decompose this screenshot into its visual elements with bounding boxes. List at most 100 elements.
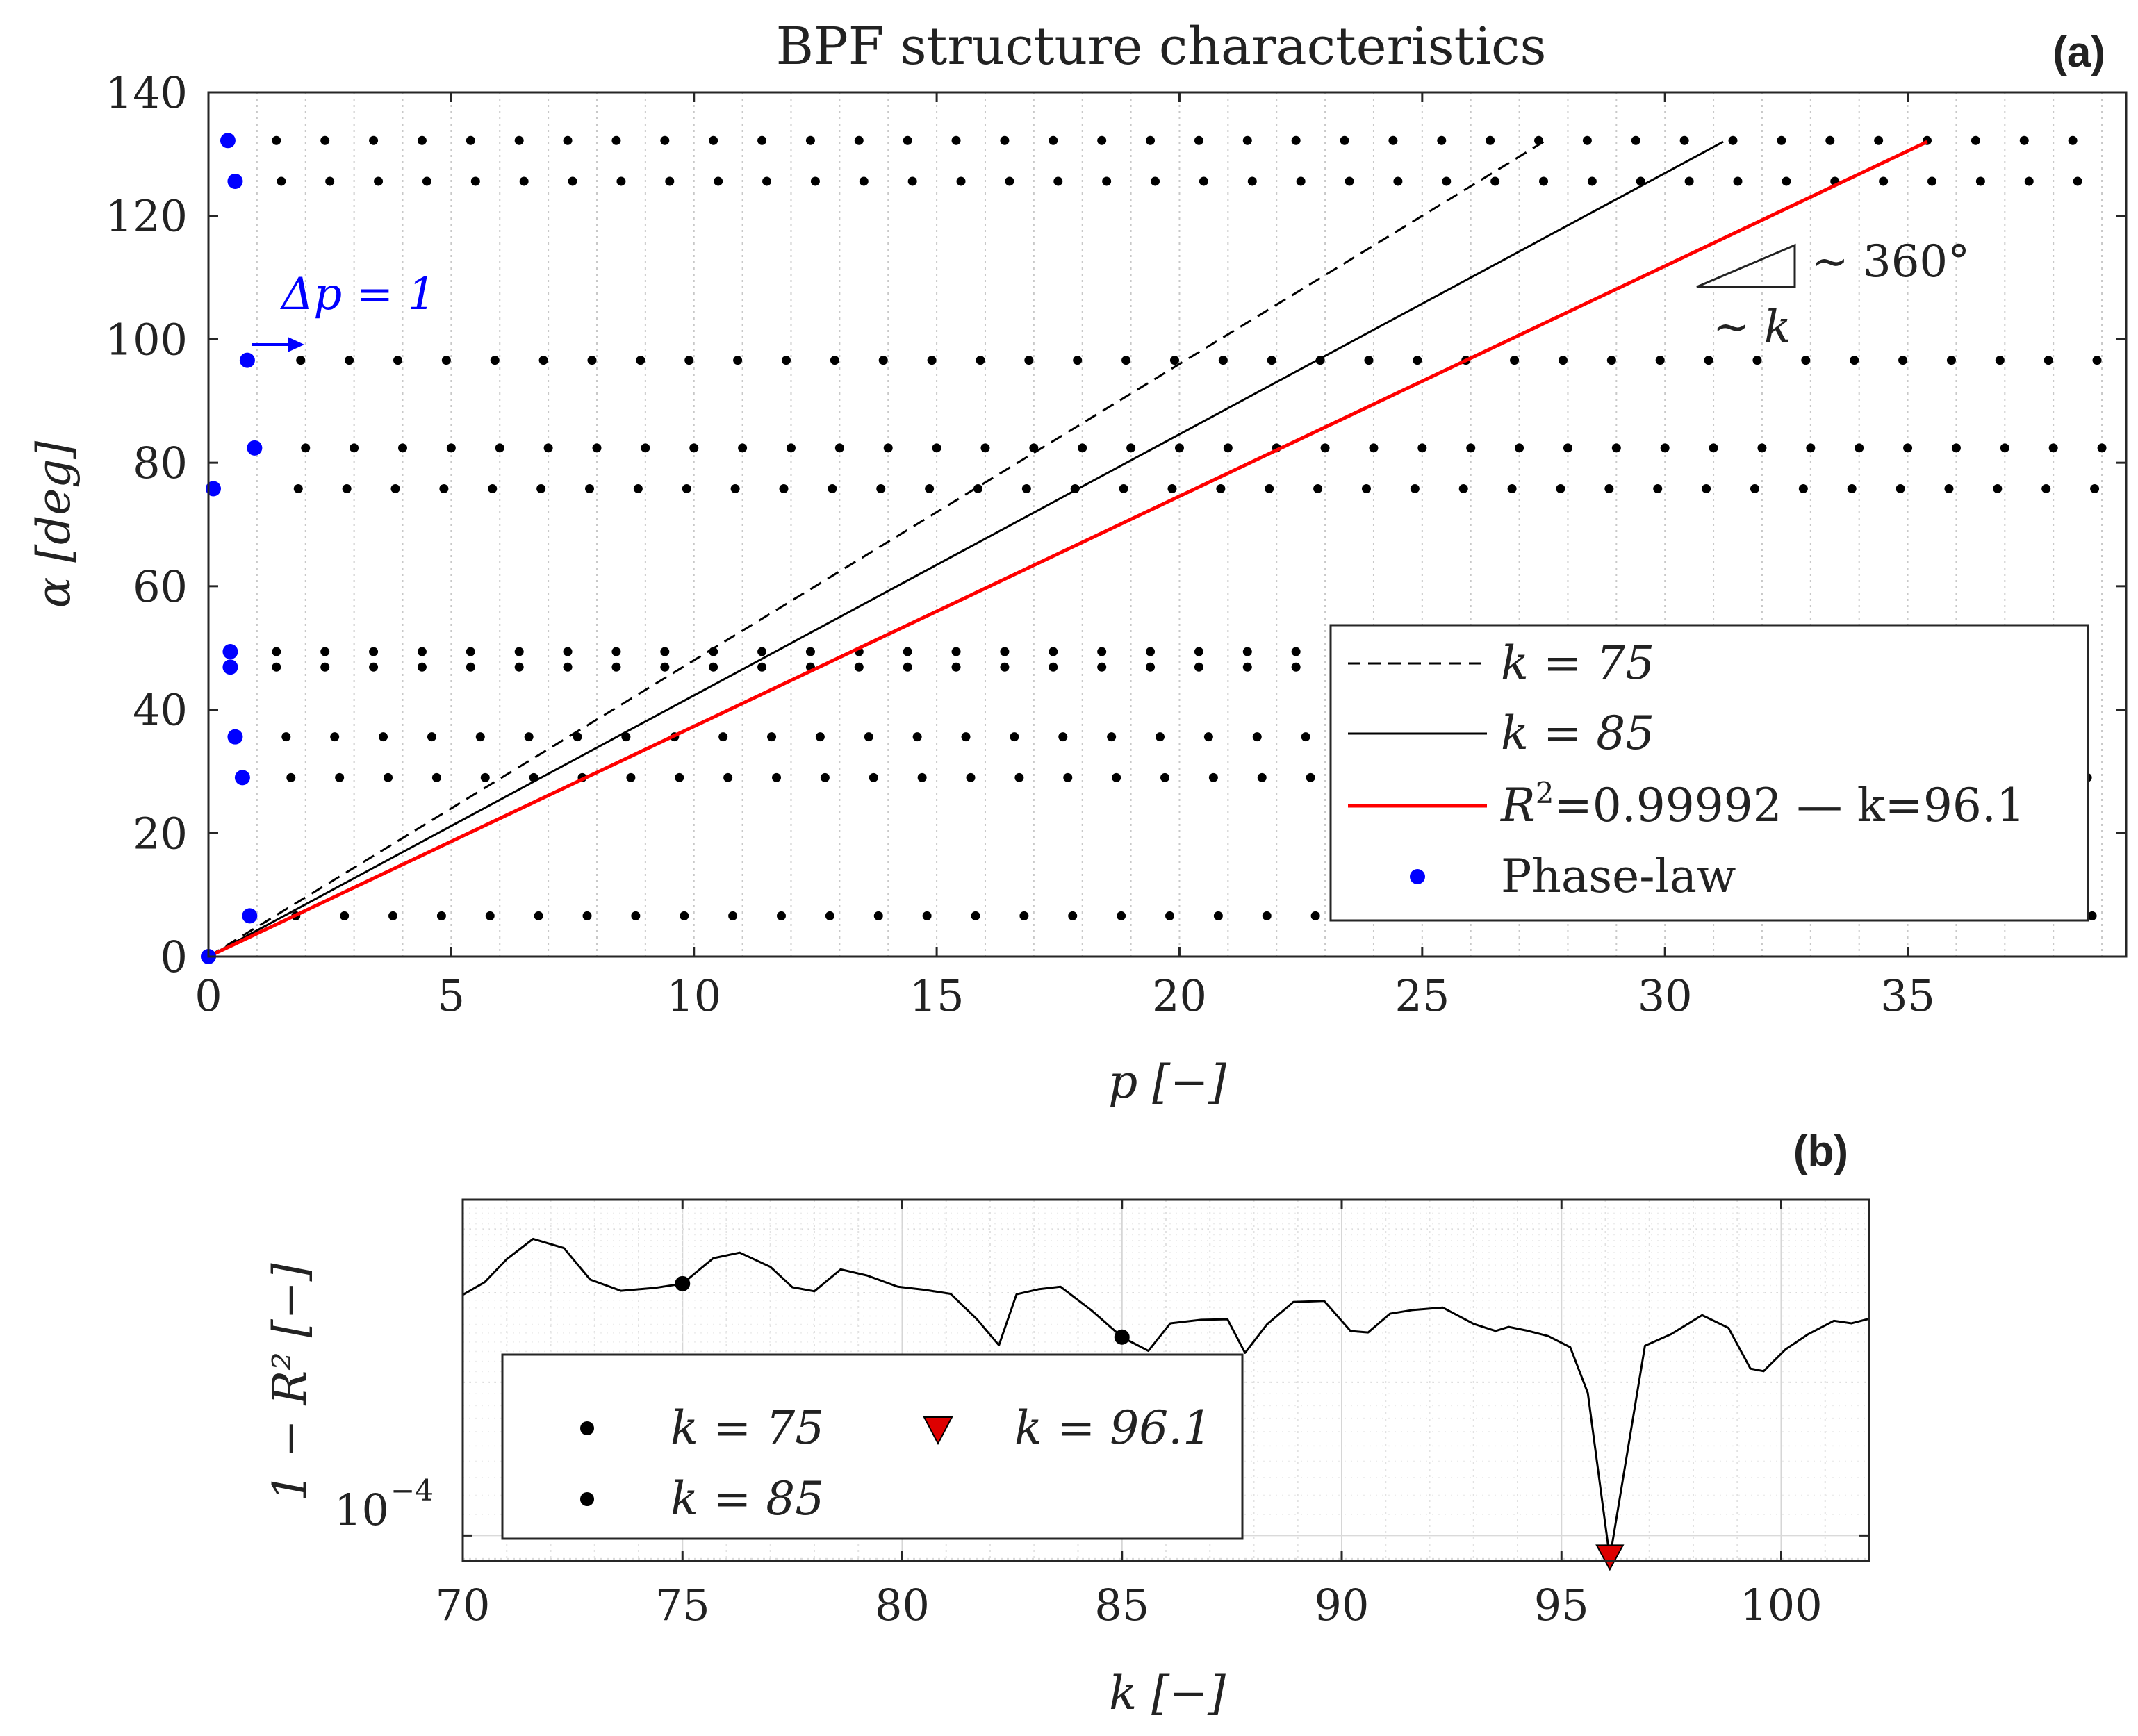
lattice-point — [718, 732, 728, 742]
lattice-point — [1486, 135, 1495, 145]
lattice-point — [536, 483, 546, 493]
lattice-point — [873, 911, 883, 920]
lattice-point — [1146, 135, 1156, 145]
lattice-point — [1490, 176, 1500, 186]
lattice-point — [1752, 356, 1762, 365]
lattice-point — [611, 647, 621, 656]
slope-triangle — [1696, 243, 1796, 288]
lattice-point — [2041, 483, 2051, 493]
lattice-point — [1097, 647, 1107, 656]
lattice-point — [534, 911, 543, 920]
lattice-point — [1684, 176, 1694, 186]
lattice-point — [441, 356, 451, 365]
lattice-point — [805, 647, 815, 656]
lattice-point — [757, 135, 767, 145]
lattice-point — [1361, 483, 1371, 493]
lattice-point — [781, 356, 791, 365]
lattice-point — [1049, 135, 1058, 145]
lattice-point — [379, 732, 388, 742]
lattice-point — [1203, 732, 1213, 742]
lattice-point — [524, 732, 534, 742]
lattice-point — [951, 662, 961, 672]
lattice-point — [925, 483, 935, 493]
x-tick-label-b: 80 — [875, 1580, 930, 1630]
lattice-point — [1296, 176, 1306, 186]
lattice-point — [475, 732, 485, 742]
lattice-point — [1806, 443, 1816, 453]
lattice-point — [815, 732, 825, 742]
lattice-point — [1898, 356, 1908, 365]
lattice-point — [1097, 135, 1107, 145]
lattice-point — [883, 443, 893, 453]
lattice-point — [1102, 176, 1112, 186]
lattice-point — [1855, 443, 1864, 453]
lattice-point — [1216, 483, 1226, 493]
lattice-point — [1825, 135, 1835, 145]
lattice-point — [538, 356, 548, 365]
lattice-point — [417, 135, 427, 145]
lattice-point — [1267, 356, 1276, 365]
lattice-point — [854, 135, 864, 145]
lattice-point — [1556, 483, 1565, 493]
legend-a: k = 75 k = 85 R2=0.99992 — k=96.1 Phase-… — [1329, 624, 2089, 922]
lattice-point — [876, 483, 886, 493]
lattice-point — [779, 483, 789, 493]
lattice-point — [466, 647, 475, 656]
lattice-point — [335, 772, 345, 782]
lattice-point — [1442, 176, 1452, 186]
lattice-point — [1458, 483, 1468, 493]
lattice-point — [320, 135, 330, 145]
lattice-point — [1010, 732, 1019, 742]
panel-b: (b) 70 75 80 85 90 95 100 10 −4 k [−] 1 − R² [… — [263, 1127, 1870, 1720]
y-tick-b-base: 10 — [334, 1485, 389, 1535]
x-tick-label-b: 100 — [1740, 1580, 1822, 1630]
lattice-point — [932, 443, 941, 453]
lattice-point — [1563, 443, 1572, 453]
slope-annotation-360: ∼ 360° — [1811, 236, 1970, 288]
panel-a-axes-box — [207, 91, 2128, 958]
phase-law-point — [242, 908, 258, 924]
lattice-point — [1466, 443, 1476, 453]
marker-k85 — [1114, 1329, 1130, 1345]
lattice-point — [834, 443, 844, 453]
y-tick-label: 0 — [161, 932, 188, 982]
lattice-point — [281, 732, 291, 742]
lattice-point — [903, 662, 912, 672]
lattice-point — [1850, 356, 1859, 365]
lattice-point — [869, 772, 878, 782]
lattice-point — [786, 443, 796, 453]
r2-curve — [462, 1237, 1870, 1560]
r2-curve-line — [462, 1237, 1870, 1560]
lattice-point — [772, 772, 782, 782]
legend-b-swatch-k85 — [580, 1492, 594, 1506]
lattice-point — [1049, 662, 1058, 672]
lattice-point — [1653, 483, 1663, 493]
lattice-point — [1291, 662, 1301, 672]
panel-b-markers — [675, 1275, 1625, 1571]
lattice-point — [1119, 483, 1128, 493]
lattice-point — [1151, 176, 1160, 186]
lattice-point — [384, 772, 393, 782]
lattice-point — [488, 483, 498, 493]
lattice-point — [1049, 647, 1058, 656]
phase-law-point — [220, 133, 236, 149]
lattice-point — [636, 356, 645, 365]
lattice-point — [369, 135, 379, 145]
lattice-point — [682, 483, 691, 493]
y-axis-label-b: 1 − R² [−] — [263, 1263, 317, 1501]
lattice-point — [2068, 135, 2078, 145]
lattice-point — [1798, 483, 1808, 493]
legend-a-box — [1329, 624, 2089, 922]
legend-b-box — [501, 1353, 1244, 1540]
lattice-point — [1014, 772, 1024, 782]
lattice-point — [330, 732, 340, 742]
lattice-point — [2073, 176, 2082, 186]
lattice-point — [1660, 443, 1670, 453]
lattice-point — [1291, 647, 1301, 656]
lattice-point — [611, 662, 621, 672]
lattice-point — [2092, 356, 2102, 365]
lattice-point — [903, 135, 912, 145]
lattice-point — [1702, 483, 1711, 493]
lattice-point — [1709, 443, 1718, 453]
lattice-point — [1587, 176, 1597, 186]
